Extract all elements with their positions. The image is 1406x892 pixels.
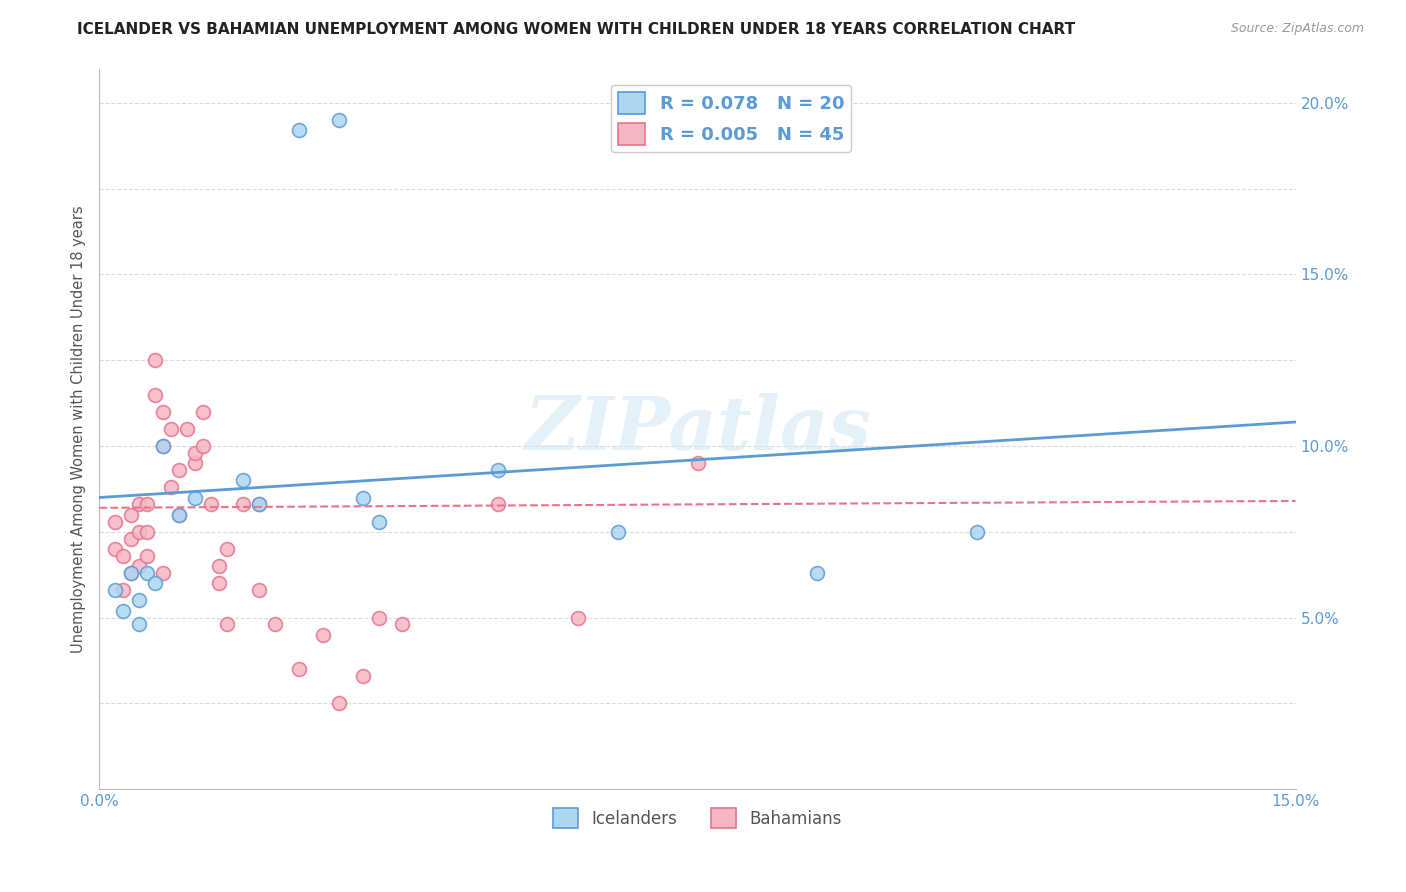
Point (128, 559, 150, 574)
Point (191, 405, 214, 419)
Point (167, 508, 190, 522)
Point (167, 508, 190, 522)
Point (367, 515, 389, 529)
Point (143, 387, 166, 401)
Point (128, 593, 150, 607)
Point (367, 610, 389, 624)
Point (247, 497, 270, 511)
Text: ZIPatlas: ZIPatlas (524, 392, 870, 465)
Point (312, 628, 335, 642)
Point (288, 662, 311, 676)
Point (152, 405, 174, 419)
Point (136, 549, 159, 563)
Point (966, 524, 988, 539)
Point (486, 463, 509, 477)
Point (152, 439, 174, 453)
Point (120, 532, 142, 546)
Point (208, 576, 231, 591)
Point (232, 497, 254, 511)
Point (606, 524, 628, 539)
Text: ICELANDER VS BAHAMIAN UNEMPLOYMENT AMONG WOMEN WITH CHILDREN UNDER 18 YEARS CORR: ICELANDER VS BAHAMIAN UNEMPLOYMENT AMONG… (77, 22, 1076, 37)
Point (152, 439, 174, 453)
Point (352, 491, 374, 505)
Point (120, 508, 142, 522)
Point (136, 566, 159, 580)
Legend: Icelanders, Bahamians: Icelanders, Bahamians (547, 801, 848, 835)
Point (215, 617, 238, 632)
Point (160, 422, 183, 436)
Point (128, 617, 150, 632)
Point (184, 491, 207, 505)
Point (208, 559, 231, 574)
Point (686, 456, 709, 470)
Point (486, 497, 509, 511)
Point (136, 524, 159, 539)
Point (232, 474, 254, 488)
Point (200, 497, 222, 511)
Point (391, 617, 413, 632)
Point (191, 439, 214, 453)
Point (184, 456, 207, 470)
Point (247, 583, 270, 598)
Point (128, 497, 150, 511)
Point (328, 113, 350, 128)
Point (128, 524, 150, 539)
Point (263, 617, 285, 632)
Text: Source: ZipAtlas.com: Source: ZipAtlas.com (1230, 22, 1364, 36)
Point (104, 583, 127, 598)
Point (104, 541, 127, 556)
Point (152, 566, 174, 580)
Point (136, 497, 159, 511)
Point (567, 610, 589, 624)
Point (806, 566, 828, 580)
Point (176, 422, 198, 436)
Y-axis label: Unemployment Among Women with Children Under 18 years: Unemployment Among Women with Children U… (72, 205, 86, 653)
Point (328, 697, 350, 711)
Point (120, 566, 142, 580)
Point (167, 463, 190, 477)
Point (112, 583, 135, 598)
Point (143, 576, 166, 591)
Point (112, 604, 135, 618)
Point (184, 446, 207, 460)
Point (112, 549, 135, 563)
Point (104, 515, 127, 529)
Point (160, 480, 183, 494)
Point (288, 123, 311, 137)
Point (247, 497, 270, 511)
Point (215, 541, 238, 556)
Point (120, 566, 142, 580)
Point (143, 353, 166, 368)
Point (352, 669, 374, 683)
